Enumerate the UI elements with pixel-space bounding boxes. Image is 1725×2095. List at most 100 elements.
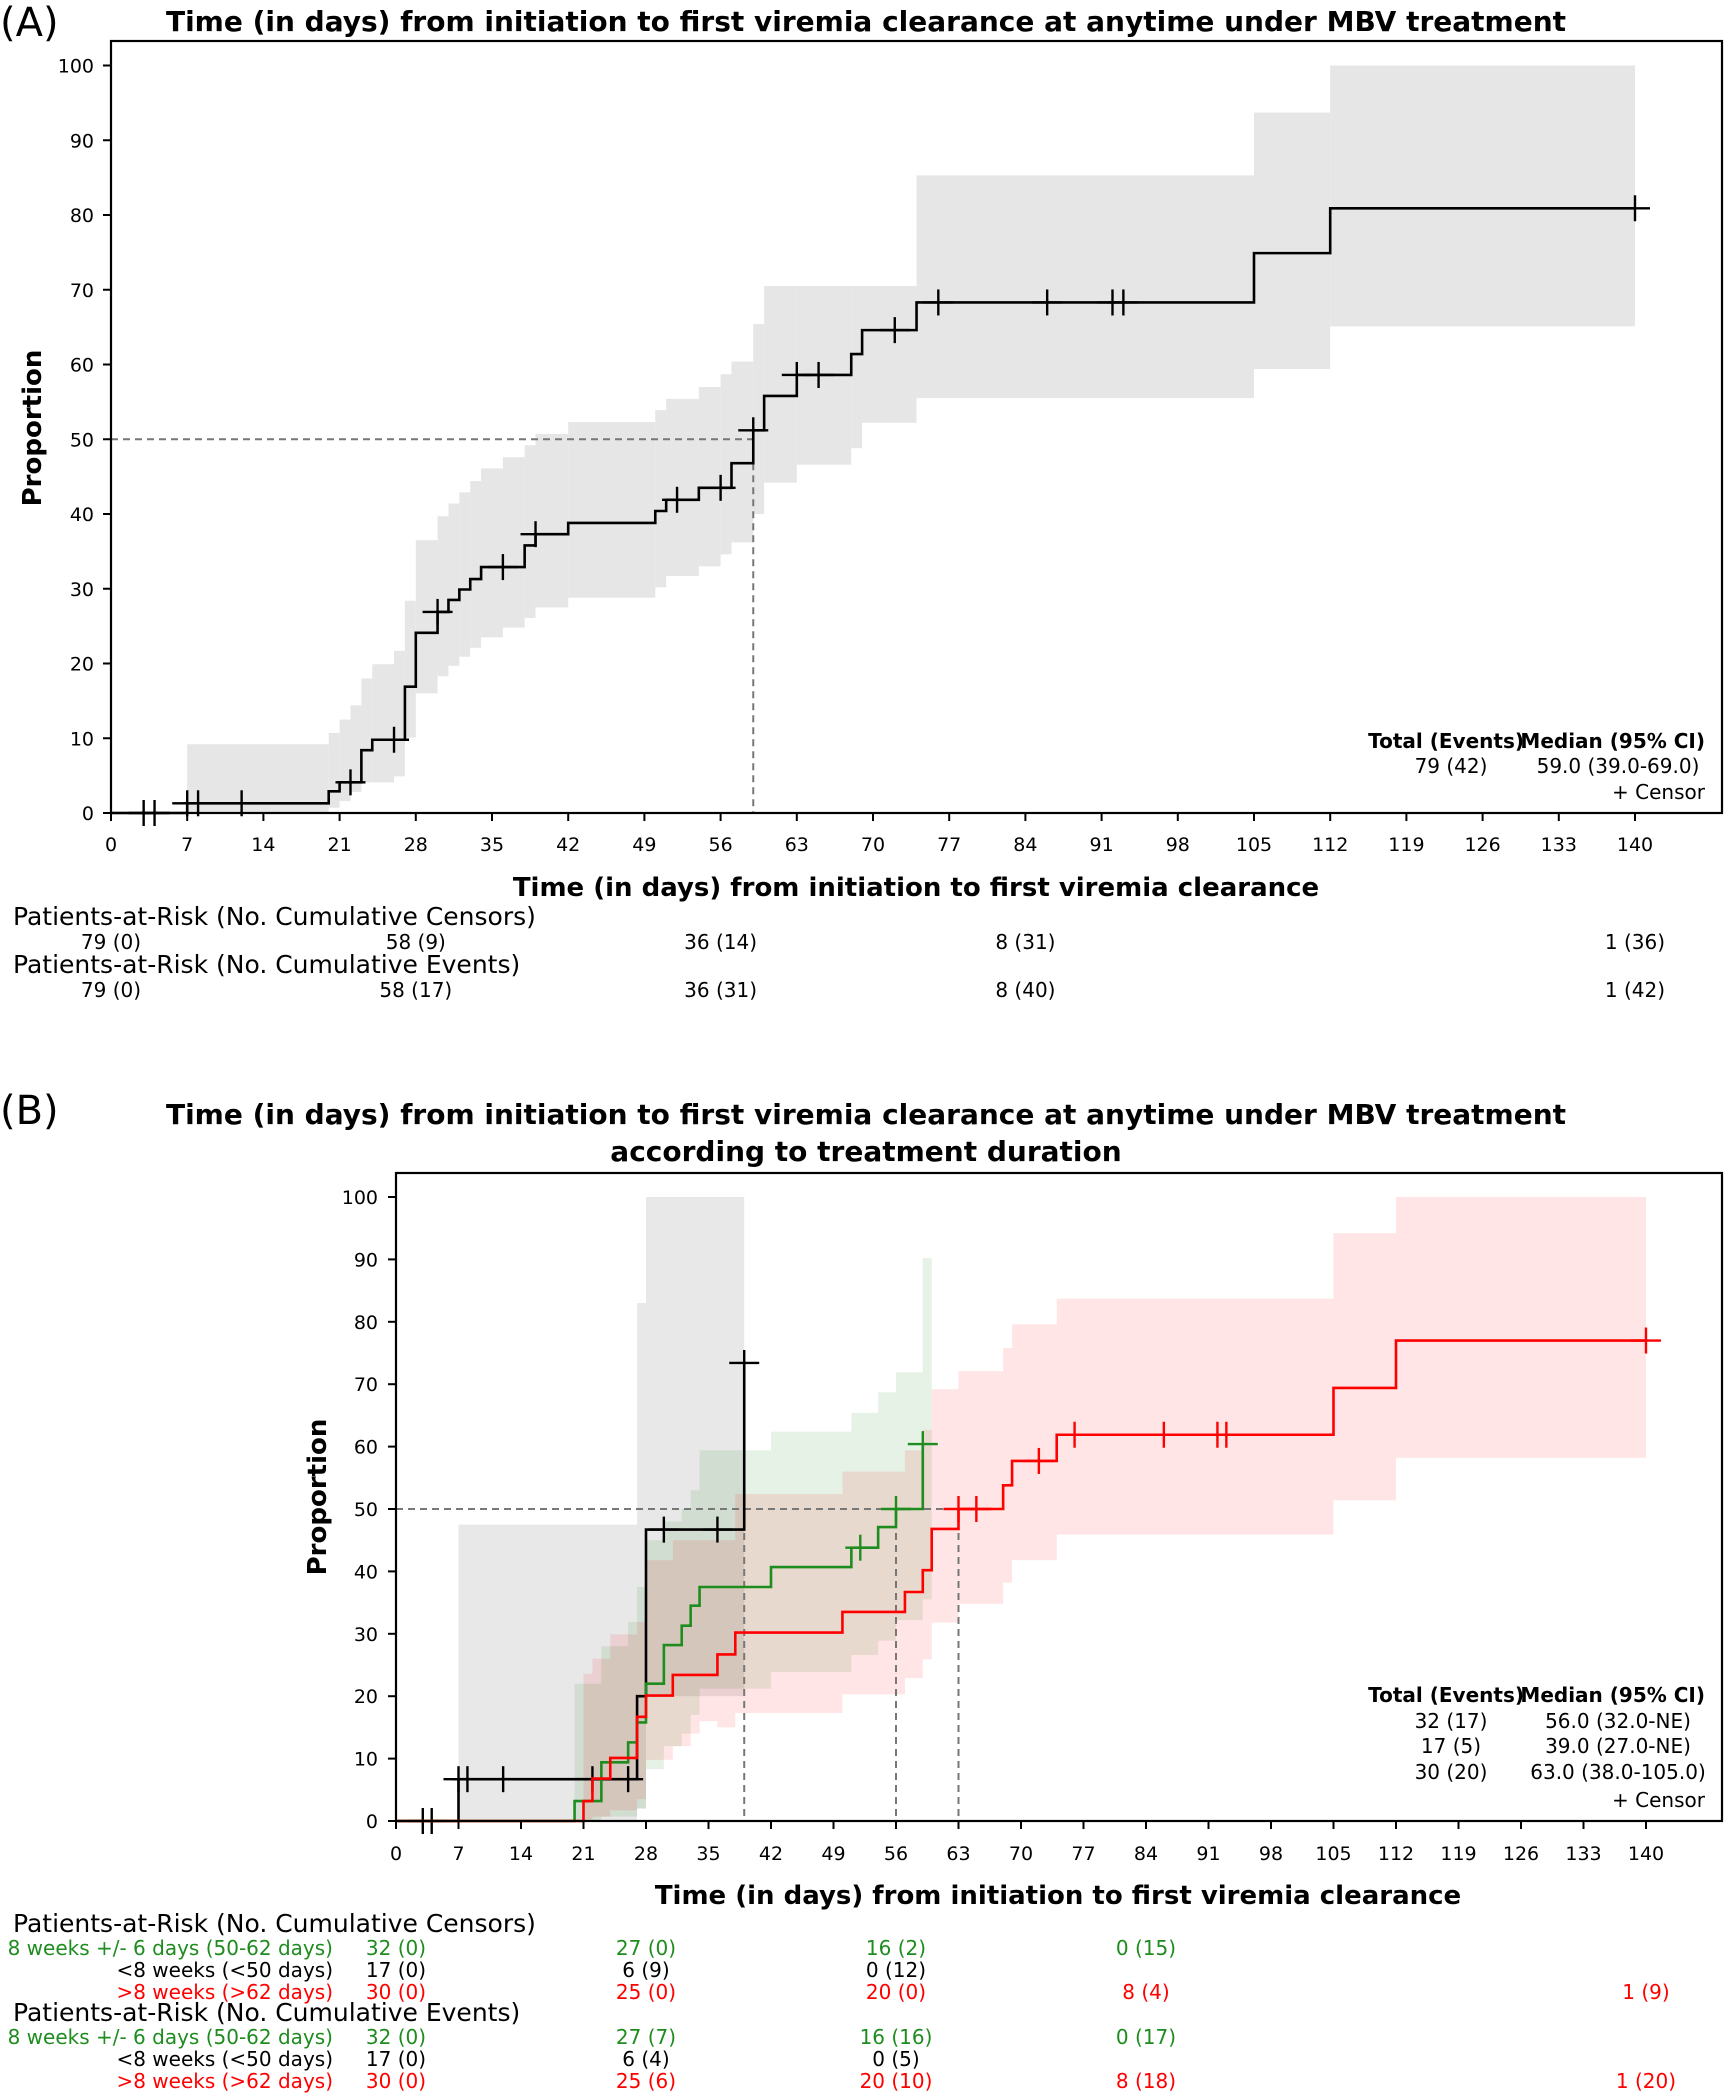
- ci-band-segment: [851, 1412, 879, 1656]
- censor-mark: [907, 1431, 938, 1458]
- ci-band-segment: [646, 1560, 673, 1760]
- panel-a-title: Time (in days) from initiation to first …: [166, 5, 1566, 38]
- ci-band-segment: [851, 286, 863, 449]
- x-tick-label: 14: [251, 834, 275, 856]
- x-tick-label: 7: [181, 834, 193, 856]
- at-risk-value: 1 (9): [1622, 1980, 1669, 2004]
- y-tick-label: 40: [70, 504, 94, 526]
- y-tick-label: 20: [70, 654, 94, 676]
- censor-mark: [1023, 1447, 1054, 1474]
- ci-band-segment: [699, 1540, 718, 1722]
- ci-band: [187, 65, 1635, 813]
- censor-mark: [729, 1349, 760, 1376]
- panel-a-at-risk-table: Patients-at-Risk (No. Cumulative Censors…: [13, 902, 1665, 1002]
- x-tick-label: 63: [946, 1843, 970, 1865]
- panel-a-label: (A): [0, 0, 59, 46]
- at-risk-group-label: >8 weeks (>62 days): [116, 1980, 333, 2004]
- y-tick-label: 10: [354, 1749, 378, 1771]
- at-risk-value: 25 (6): [616, 2069, 676, 2093]
- legend-median: 63.0 (38.0-105.0): [1530, 1760, 1706, 1784]
- x-tick-label: 56: [884, 1843, 908, 1865]
- at-risk-value: 27 (7): [616, 2025, 676, 2049]
- at-risk-header: Patients-at-Risk (No. Cumulative Censors…: [13, 902, 536, 931]
- at-risk-row: <8 weeks (<50 days) 17 (0) 6 (4) 0 (5): [116, 2047, 919, 2071]
- censor-mark: [1620, 195, 1650, 222]
- panel-a-legend: Total (Events) Median (95% CI) 79 (42) 5…: [1368, 729, 1706, 804]
- x-tick-label: 105: [1236, 834, 1272, 856]
- ci-band-segment: [574, 1683, 602, 1821]
- x-tick-label: 35: [696, 1843, 720, 1865]
- ci-band-segment: [663, 1521, 682, 1747]
- legend-header-median: Median (95% CI): [1520, 729, 1705, 753]
- ci-band-segment: [958, 1371, 1004, 1604]
- ci-band-segment: [459, 492, 471, 657]
- ci-band-segment: [470, 481, 482, 648]
- ci-band-segment: [361, 678, 373, 783]
- x-tick-label: 98: [1166, 834, 1190, 856]
- at-risk-value: 1 (36): [1605, 930, 1665, 954]
- at-risk-value: 58 (17): [379, 978, 452, 1002]
- ci-band-segment: [878, 1392, 896, 1641]
- ci-band-segment: [458, 1524, 638, 1821]
- ci-band-segment: [646, 1540, 664, 1770]
- x-tick-label: 28: [634, 1843, 658, 1865]
- ci-band-segment: [681, 1509, 691, 1734]
- ci-band-segment: [698, 386, 721, 567]
- ci-band-segment: [524, 445, 536, 618]
- censor-mark: [379, 726, 410, 753]
- at-risk-row: 8 weeks +/- 6 days (50-62 days) 32 (0) 27 …: [8, 2025, 1176, 2049]
- x-tick-label: 7: [452, 1843, 464, 1865]
- panel-b-y-axis-label: Proportion: [303, 1419, 333, 1576]
- at-risk-value: 8 (40): [995, 978, 1055, 1002]
- ci-band-segment: [1012, 1324, 1057, 1561]
- ci-band-segment: [731, 361, 754, 543]
- x-tick-label: 119: [1388, 834, 1424, 856]
- censor-mark: [488, 1766, 519, 1793]
- panel-a-x-axis-label: Time (in days) from initiation to first …: [513, 873, 1319, 903]
- x-tick-label: 140: [1617, 834, 1653, 856]
- ci-band-segment: [187, 744, 329, 813]
- y-tick-label: 70: [354, 1374, 378, 1396]
- ci-band-segment: [764, 286, 797, 483]
- at-risk-group-label: <8 weeks (<50 days): [116, 2047, 333, 2071]
- ci-band-segment: [592, 1658, 611, 1817]
- at-risk-value: 79 (0): [81, 978, 141, 1002]
- ci-band-segment: [1003, 1348, 1013, 1583]
- y-tick-label: 20: [354, 1686, 378, 1708]
- at-risk-row: 79 (0) 58 (17) 36 (31) 8 (40) 1 (42): [81, 978, 1665, 1002]
- panel-b-plot: 0 7 14 21 28 35 42 49 56 63 70 77 84 91 98 105 112 119 126…: [342, 1171, 1724, 1865]
- ci-band-segment: [1396, 1197, 1646, 1458]
- at-risk-value: 8 (4): [1122, 1980, 1169, 2004]
- x-tick-label: 35: [480, 834, 504, 856]
- ci-band-segment: [535, 434, 569, 608]
- x-tick-label: 91: [1196, 1843, 1220, 1865]
- ci-band-segment: [896, 1372, 923, 1621]
- panel-a-y-axis-label: Proportion: [18, 350, 48, 507]
- at-risk-group-label: 8 weeks +/- 6 days (50-62 days): [8, 2025, 333, 2049]
- y-tick-label: 50: [70, 429, 94, 451]
- ci-band-segment: [931, 1389, 959, 1623]
- ci-band-segment: [922, 1429, 932, 1660]
- x-tick-label: 77: [937, 834, 961, 856]
- ci-band-segment: [404, 600, 416, 738]
- ci-band-segment: [637, 1303, 646, 1809]
- legend-header-total: Total (Events): [1368, 729, 1524, 753]
- x-tick-label: 42: [759, 1843, 783, 1865]
- ci-band-segment: [339, 719, 351, 802]
- ci-band-segment: [916, 175, 1254, 399]
- y-tick-label: 80: [354, 1312, 378, 1334]
- x-tick-label: 84: [1013, 834, 1037, 856]
- ci-band-segment: [717, 1540, 736, 1728]
- at-risk-value: 8 (18): [1116, 2069, 1176, 2093]
- at-risk-value: 17 (0): [366, 1958, 426, 1982]
- censor-mark: [422, 598, 453, 625]
- legend-header-total: Total (Events): [1368, 1683, 1524, 1707]
- x-tick-label: 133: [1565, 1843, 1601, 1865]
- at-risk-group-label: 8 weeks +/- 6 days (50-62 days): [8, 1936, 333, 1960]
- panel-a-plot: 0 7 14 21 28 35 42 49 56 63 70 77 84 91 98 105 112 119 126…: [58, 39, 1724, 856]
- x-tick-label: 112: [1312, 834, 1348, 856]
- ci-band-segment: [583, 1673, 593, 1821]
- x-tick-label: 21: [571, 1843, 595, 1865]
- x-tick-label: 0: [105, 834, 117, 856]
- y-tick-label: 90: [70, 130, 94, 152]
